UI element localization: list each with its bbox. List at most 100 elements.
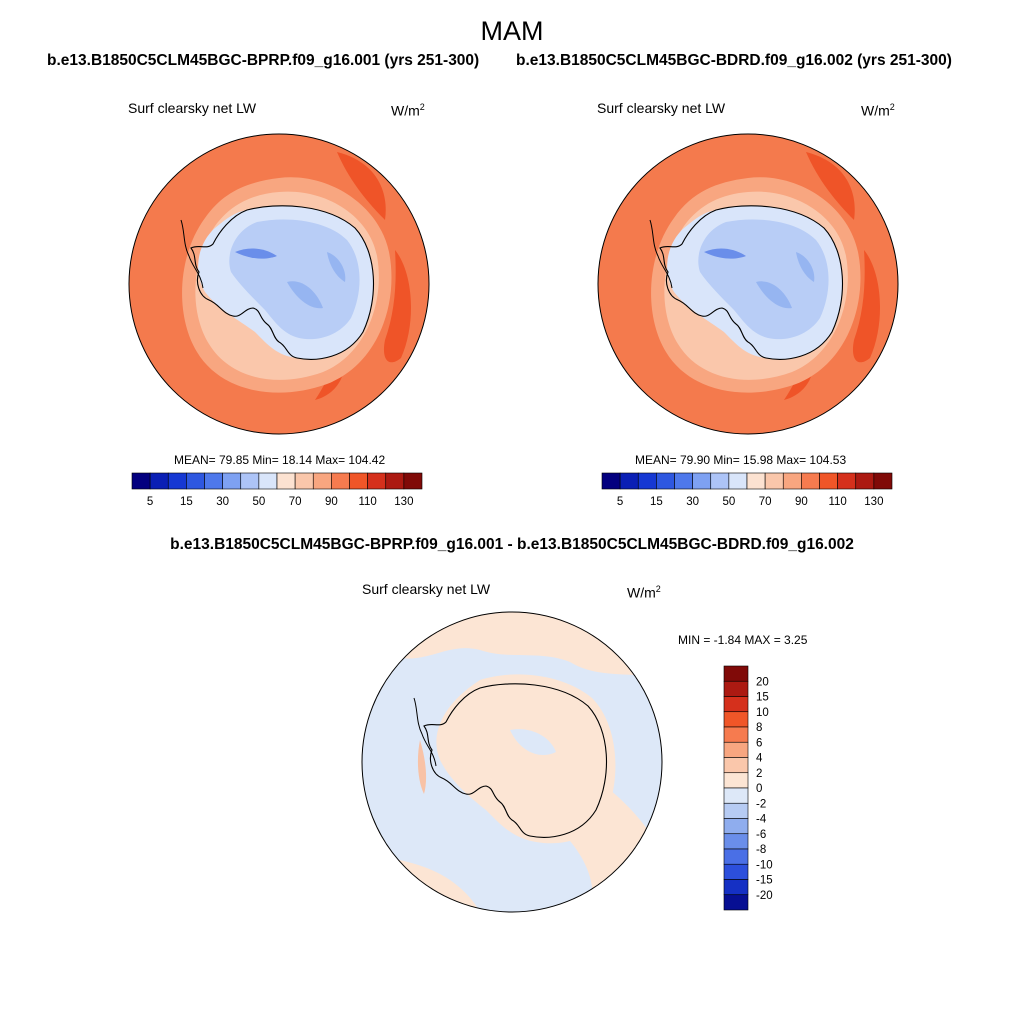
panel1-colorbar-box xyxy=(240,472,260,490)
panel1-units: W/m2 xyxy=(391,102,425,119)
panel1-stats: MEAN= 79.85 Min= 18.14 Max= 104.42 xyxy=(174,453,386,467)
panel2-warm-band-e xyxy=(852,250,881,363)
panel3-colorbar-label: -20 xyxy=(756,890,773,902)
panel3-colorbar-box xyxy=(723,894,749,911)
panel2-polar-map xyxy=(597,133,899,435)
panel3-map-border xyxy=(361,611,663,913)
panel2-colorbar-label: 90 xyxy=(795,496,808,508)
panel3-colorbar-label: -2 xyxy=(756,798,766,810)
panel3-interior-negative xyxy=(510,729,556,756)
panel1-colorbar-box xyxy=(186,472,205,490)
panel3-peninsula-coast xyxy=(413,697,437,767)
panel1-colorbar-label: 130 xyxy=(394,496,413,508)
panel1-colorbar-label: 90 xyxy=(325,496,338,508)
panel3-colorbar-label: -15 xyxy=(756,875,773,887)
panel1-colorbar-box xyxy=(349,472,368,490)
panel2-colorbar-label: 15 xyxy=(650,496,663,508)
panel2-colorbar-box xyxy=(674,472,693,490)
case2-title: b.e13.B1850C5CLM45BGC-BDRD.f09_g16.002 (… xyxy=(516,52,952,69)
panel2-colorbar-box xyxy=(764,472,784,490)
panel1-colorbar-box xyxy=(131,472,151,490)
panel2-colorbar-label: 70 xyxy=(759,496,772,508)
panel1-colorbar-box xyxy=(167,472,187,490)
panel2-colorbar-label: 50 xyxy=(722,496,735,508)
panel1-colorbar-box xyxy=(258,472,278,490)
panel1-colorbar-label: 50 xyxy=(252,496,265,508)
panel3-colorbar-box xyxy=(723,741,749,758)
panel2-ice-plateau xyxy=(698,219,829,340)
panel2-colorbar: 5 15 30 50 70 90 110 130 xyxy=(601,472,893,508)
panel1-coastline xyxy=(190,205,375,360)
panel3-colorbar-label: 0 xyxy=(756,783,762,795)
panel1-warm-band-e xyxy=(383,250,412,363)
panel3-colorbar-box xyxy=(723,696,749,713)
panel1-colorbar-box xyxy=(149,472,169,490)
panel3-polar-map xyxy=(361,611,663,913)
panel1-colorbar-label: 70 xyxy=(289,496,302,508)
panel3-colorbar-box xyxy=(723,833,749,850)
panel2-colorbar-label: 30 xyxy=(686,496,699,508)
panel2-colorbar-label: 5 xyxy=(617,496,623,508)
panel1-colorbar-box xyxy=(222,472,242,490)
panel2-map-border xyxy=(597,133,899,435)
panel3-peninsula-anomaly xyxy=(417,740,427,794)
panel1-colorbar-label: 5 xyxy=(147,496,153,508)
panel3-colorbar-box xyxy=(723,680,749,697)
panel2-colorbar-box xyxy=(801,472,820,490)
panel3-coastline xyxy=(423,683,608,838)
panel3-colorbar-box xyxy=(723,787,749,804)
panel3-colorbar-box xyxy=(723,772,749,789)
panel1-colorbar-box xyxy=(294,472,314,490)
panel2-variable-label: Surf clearsky net LW xyxy=(597,100,726,116)
panel1-ice-low-1 xyxy=(235,248,277,259)
panel2-colorbar-box xyxy=(837,472,857,490)
panel3-units: W/m2 xyxy=(627,584,661,601)
panel3-colorbar-label: 6 xyxy=(756,737,762,749)
panel2-colorbar-box xyxy=(855,472,875,490)
panel2-colorbar-box xyxy=(637,472,657,490)
panel3-colorbar-box xyxy=(723,863,749,880)
panel1-ice-plateau xyxy=(229,219,360,340)
panel1-colorbar-box xyxy=(276,472,296,490)
panel2-colorbar-box xyxy=(692,472,712,490)
panel2-colorbar-box xyxy=(782,472,802,490)
panel1-map-border xyxy=(128,133,430,435)
difference-title: b.e13.B1850C5CLM45BGC-BPRP.f09_g16.001 -… xyxy=(170,536,854,553)
panel2-colorbar-box xyxy=(710,472,730,490)
panel3-colorbar-label: 15 xyxy=(756,692,769,704)
panel2-peninsula-coast xyxy=(649,219,673,289)
panel3-colorbar-label: -4 xyxy=(756,814,767,826)
panel2-colorbar-box xyxy=(728,472,748,490)
panel3-colorbar-label: 10 xyxy=(756,707,769,719)
panel1-peninsula-coast xyxy=(180,219,204,289)
panel1-colorbar-box xyxy=(312,472,332,490)
panel3-colorbar-label: 4 xyxy=(756,753,763,765)
panel2-colorbar-box xyxy=(873,472,893,490)
panel1-variable-label: Surf clearsky net LW xyxy=(128,100,257,116)
panel2-colorbar-box xyxy=(819,472,838,490)
panel2-colorbar-box xyxy=(746,472,766,490)
case1-title: b.e13.B1850C5CLM45BGC-BPRP.f09_g16.001 (… xyxy=(47,52,480,69)
panel1-colorbar-label: 15 xyxy=(180,496,193,508)
panel1-colorbar-box xyxy=(204,472,223,490)
panel1-colorbar-box xyxy=(367,472,387,490)
panel3-colorbar-box xyxy=(723,711,749,728)
panel3-colorbar-box xyxy=(723,848,749,865)
panel1-ice-low-2 xyxy=(287,281,323,309)
panel3-colorbar-label: -8 xyxy=(756,844,766,856)
panel1-colorbar-box xyxy=(403,472,423,490)
panel3-colorbar-box xyxy=(723,726,749,743)
panel2-ice-low-1 xyxy=(704,248,746,259)
panel2-ice-low-3 xyxy=(796,252,815,282)
panel2-colorbar-box xyxy=(656,472,675,490)
panel1-colorbar-box xyxy=(385,472,405,490)
panel2-colorbar-box xyxy=(601,472,621,490)
panel2-colorbar-label: 130 xyxy=(864,496,883,508)
panel1-polar-map xyxy=(128,133,430,435)
panel3-colorbar-box xyxy=(723,802,749,819)
panel2-warm-band-ne xyxy=(806,152,855,220)
panel2-coastline xyxy=(659,205,844,360)
panel2-units: W/m2 xyxy=(861,102,895,119)
panel1-colorbar: 5 15 30 50 70 90 110 130 xyxy=(131,472,423,508)
panel1-warm-band-ne xyxy=(337,152,386,220)
